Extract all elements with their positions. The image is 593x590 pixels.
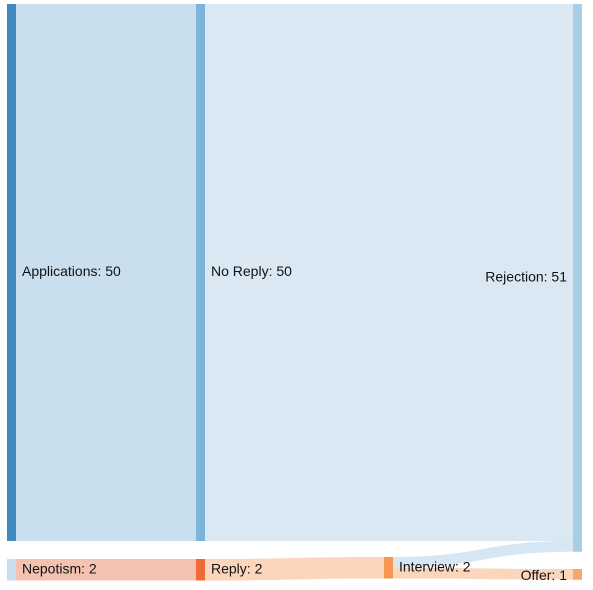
node-label-interview: Interview: 2 [399, 558, 471, 574]
sankey-nodes [7, 4, 582, 581]
link-reply-to-interview[interactable] [205, 557, 384, 581]
node-label-nepotism: Nepotism: 2 [22, 560, 97, 576]
node-label-no_reply: No Reply: 50 [211, 263, 292, 279]
node-label-reply: Reply: 2 [211, 560, 263, 576]
node-label-rejection: Rejection: 51 [485, 269, 567, 285]
link-applications-to-no_reply[interactable] [16, 4, 196, 541]
link-nepotism-to-reply[interactable] [16, 559, 196, 581]
node-nepotism[interactable] [7, 559, 16, 581]
node-no_reply[interactable] [196, 4, 205, 541]
link-interview-to-rejection[interactable] [393, 541, 573, 568]
node-label-offer: Offer: 1 [521, 567, 568, 583]
sankey-links [16, 4, 573, 581]
link-no_reply-to-rejection[interactable] [205, 4, 573, 541]
link-interview-to-offer[interactable] [393, 567, 573, 580]
node-applications[interactable] [7, 4, 16, 541]
node-offer[interactable] [573, 569, 582, 580]
node-interview[interactable] [384, 557, 393, 579]
node-rejection[interactable] [573, 4, 582, 552]
node-label-applications: Applications: 50 [22, 263, 121, 279]
node-reply[interactable] [196, 559, 205, 581]
sankey-labels: Applications: 50 No Reply: 50 Rejection: 5… [22, 263, 567, 583]
